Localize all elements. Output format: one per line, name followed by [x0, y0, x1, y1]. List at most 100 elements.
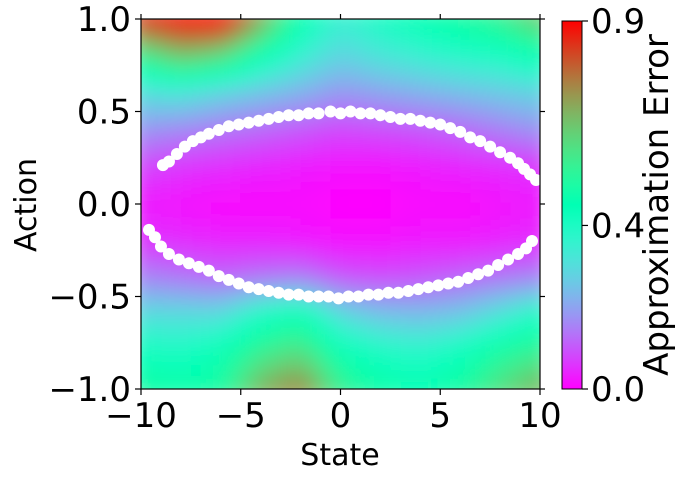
heatmap-cell — [480, 359, 492, 370]
heatmap-cell — [150, 89, 162, 100]
heatmap-cell — [150, 169, 162, 180]
colorbar-tick-label: 0.9 — [591, 2, 645, 42]
heatmap-cell — [490, 249, 502, 260]
heatmap-cell — [141, 259, 142, 270]
heatmap-cell — [170, 109, 182, 120]
heatmap-cell — [340, 39, 352, 50]
heatmap-cell — [380, 129, 392, 140]
heatmap-cell — [420, 359, 432, 370]
heatmap-cell — [470, 29, 482, 40]
heatmap-cell — [520, 229, 532, 240]
scatter-point — [182, 257, 195, 270]
heatmap-cell — [430, 129, 442, 140]
heatmap-cell — [410, 149, 422, 160]
heatmap-cell — [270, 189, 282, 200]
heatmap-cell — [280, 29, 292, 40]
heatmap-cell — [490, 219, 502, 230]
heatmap-cell — [190, 59, 202, 70]
scatter-point — [292, 288, 305, 301]
heatmap-cell — [220, 299, 232, 310]
scatter-point — [494, 146, 507, 159]
heatmap-cell — [190, 179, 202, 190]
heatmap-cell — [410, 249, 422, 260]
heatmap-cell — [230, 89, 242, 100]
heatmap-cell — [210, 169, 222, 180]
heatmap-cell — [260, 279, 272, 290]
heatmap-cell — [300, 209, 312, 220]
heatmap-cell — [300, 349, 312, 360]
heatmap-cell — [200, 89, 212, 100]
heatmap-cell — [350, 309, 362, 320]
heatmap-cell — [480, 19, 492, 30]
heatmap-cell — [430, 289, 442, 300]
heatmap-cell — [230, 339, 242, 350]
heatmap-cell — [400, 79, 412, 90]
heatmap-cell — [380, 269, 392, 280]
heatmap-cell — [520, 209, 532, 220]
heatmap-cell — [480, 19, 492, 20]
heatmap-cell — [320, 209, 332, 220]
heatmap-cell — [430, 369, 442, 380]
scatter-point — [362, 288, 375, 301]
heatmap-cell — [470, 369, 482, 380]
heatmap-cell — [220, 179, 232, 190]
heatmap-cell — [240, 219, 252, 230]
heatmap-cell — [340, 159, 352, 170]
heatmap-cell — [490, 229, 502, 240]
heatmap-cell — [270, 59, 282, 70]
heatmap-cell — [490, 49, 502, 60]
heatmap-cell — [240, 209, 252, 220]
heatmap-cell — [330, 319, 342, 330]
heatmap-cell — [300, 219, 312, 230]
heatmap-cell — [420, 239, 432, 250]
heatmap-cell — [540, 319, 551, 330]
heatmap-cell — [510, 109, 522, 120]
heatmap-cell — [440, 379, 452, 389]
heatmap-cell — [160, 69, 172, 80]
heatmap-cell — [290, 29, 302, 40]
heatmap-cell — [230, 99, 242, 110]
heatmap-cell — [530, 19, 540, 30]
heatmap-cell — [280, 179, 292, 190]
heatmap-cell — [141, 119, 152, 130]
heatmap-cell — [141, 199, 152, 210]
heatmap-cell — [141, 139, 152, 150]
heatmap-cell — [490, 379, 502, 389]
heatmap-cell — [230, 149, 242, 160]
scatter-point — [354, 107, 367, 120]
heatmap-cell — [300, 259, 312, 270]
heatmap-cell — [330, 369, 342, 380]
heatmap-cell — [210, 49, 222, 60]
heatmap-cell — [200, 69, 212, 80]
heatmap-cell — [240, 79, 252, 90]
heatmap-cell — [180, 79, 192, 90]
heatmap-cell — [250, 379, 262, 389]
heatmap-cell — [320, 19, 332, 20]
heatmap-cell — [280, 329, 292, 340]
x-tick-label: 10 — [518, 396, 561, 436]
axis-ticks: −10 −5 0 5 101.00.50.0−0.5−1.0 — [48, 0, 561, 436]
heatmap-cell — [510, 179, 522, 190]
heatmap-cell — [530, 349, 540, 360]
heatmap-cell — [450, 349, 462, 360]
heatmap-cell — [210, 309, 222, 320]
heatmap-cell — [390, 219, 402, 230]
heatmap-cell — [201, 389, 212, 400]
scatter-point — [322, 290, 335, 303]
heatmap-cell — [240, 69, 252, 80]
heatmap-cell — [430, 249, 442, 260]
heatmap-cell — [390, 39, 402, 50]
heatmap-cell — [450, 329, 462, 340]
heatmap-cell — [530, 249, 540, 260]
heatmap-cell — [190, 109, 202, 120]
heatmap-cell — [200, 379, 212, 389]
heatmap-cell — [230, 79, 242, 90]
heatmap-cell — [510, 219, 522, 230]
heatmap-cell — [430, 19, 442, 30]
heatmap-cell — [141, 139, 142, 150]
scatter-point — [232, 118, 245, 131]
heatmap-cell — [440, 269, 452, 280]
heatmap-cell — [320, 29, 332, 40]
heatmap-cell — [290, 209, 302, 220]
scatter-point — [262, 284, 275, 297]
